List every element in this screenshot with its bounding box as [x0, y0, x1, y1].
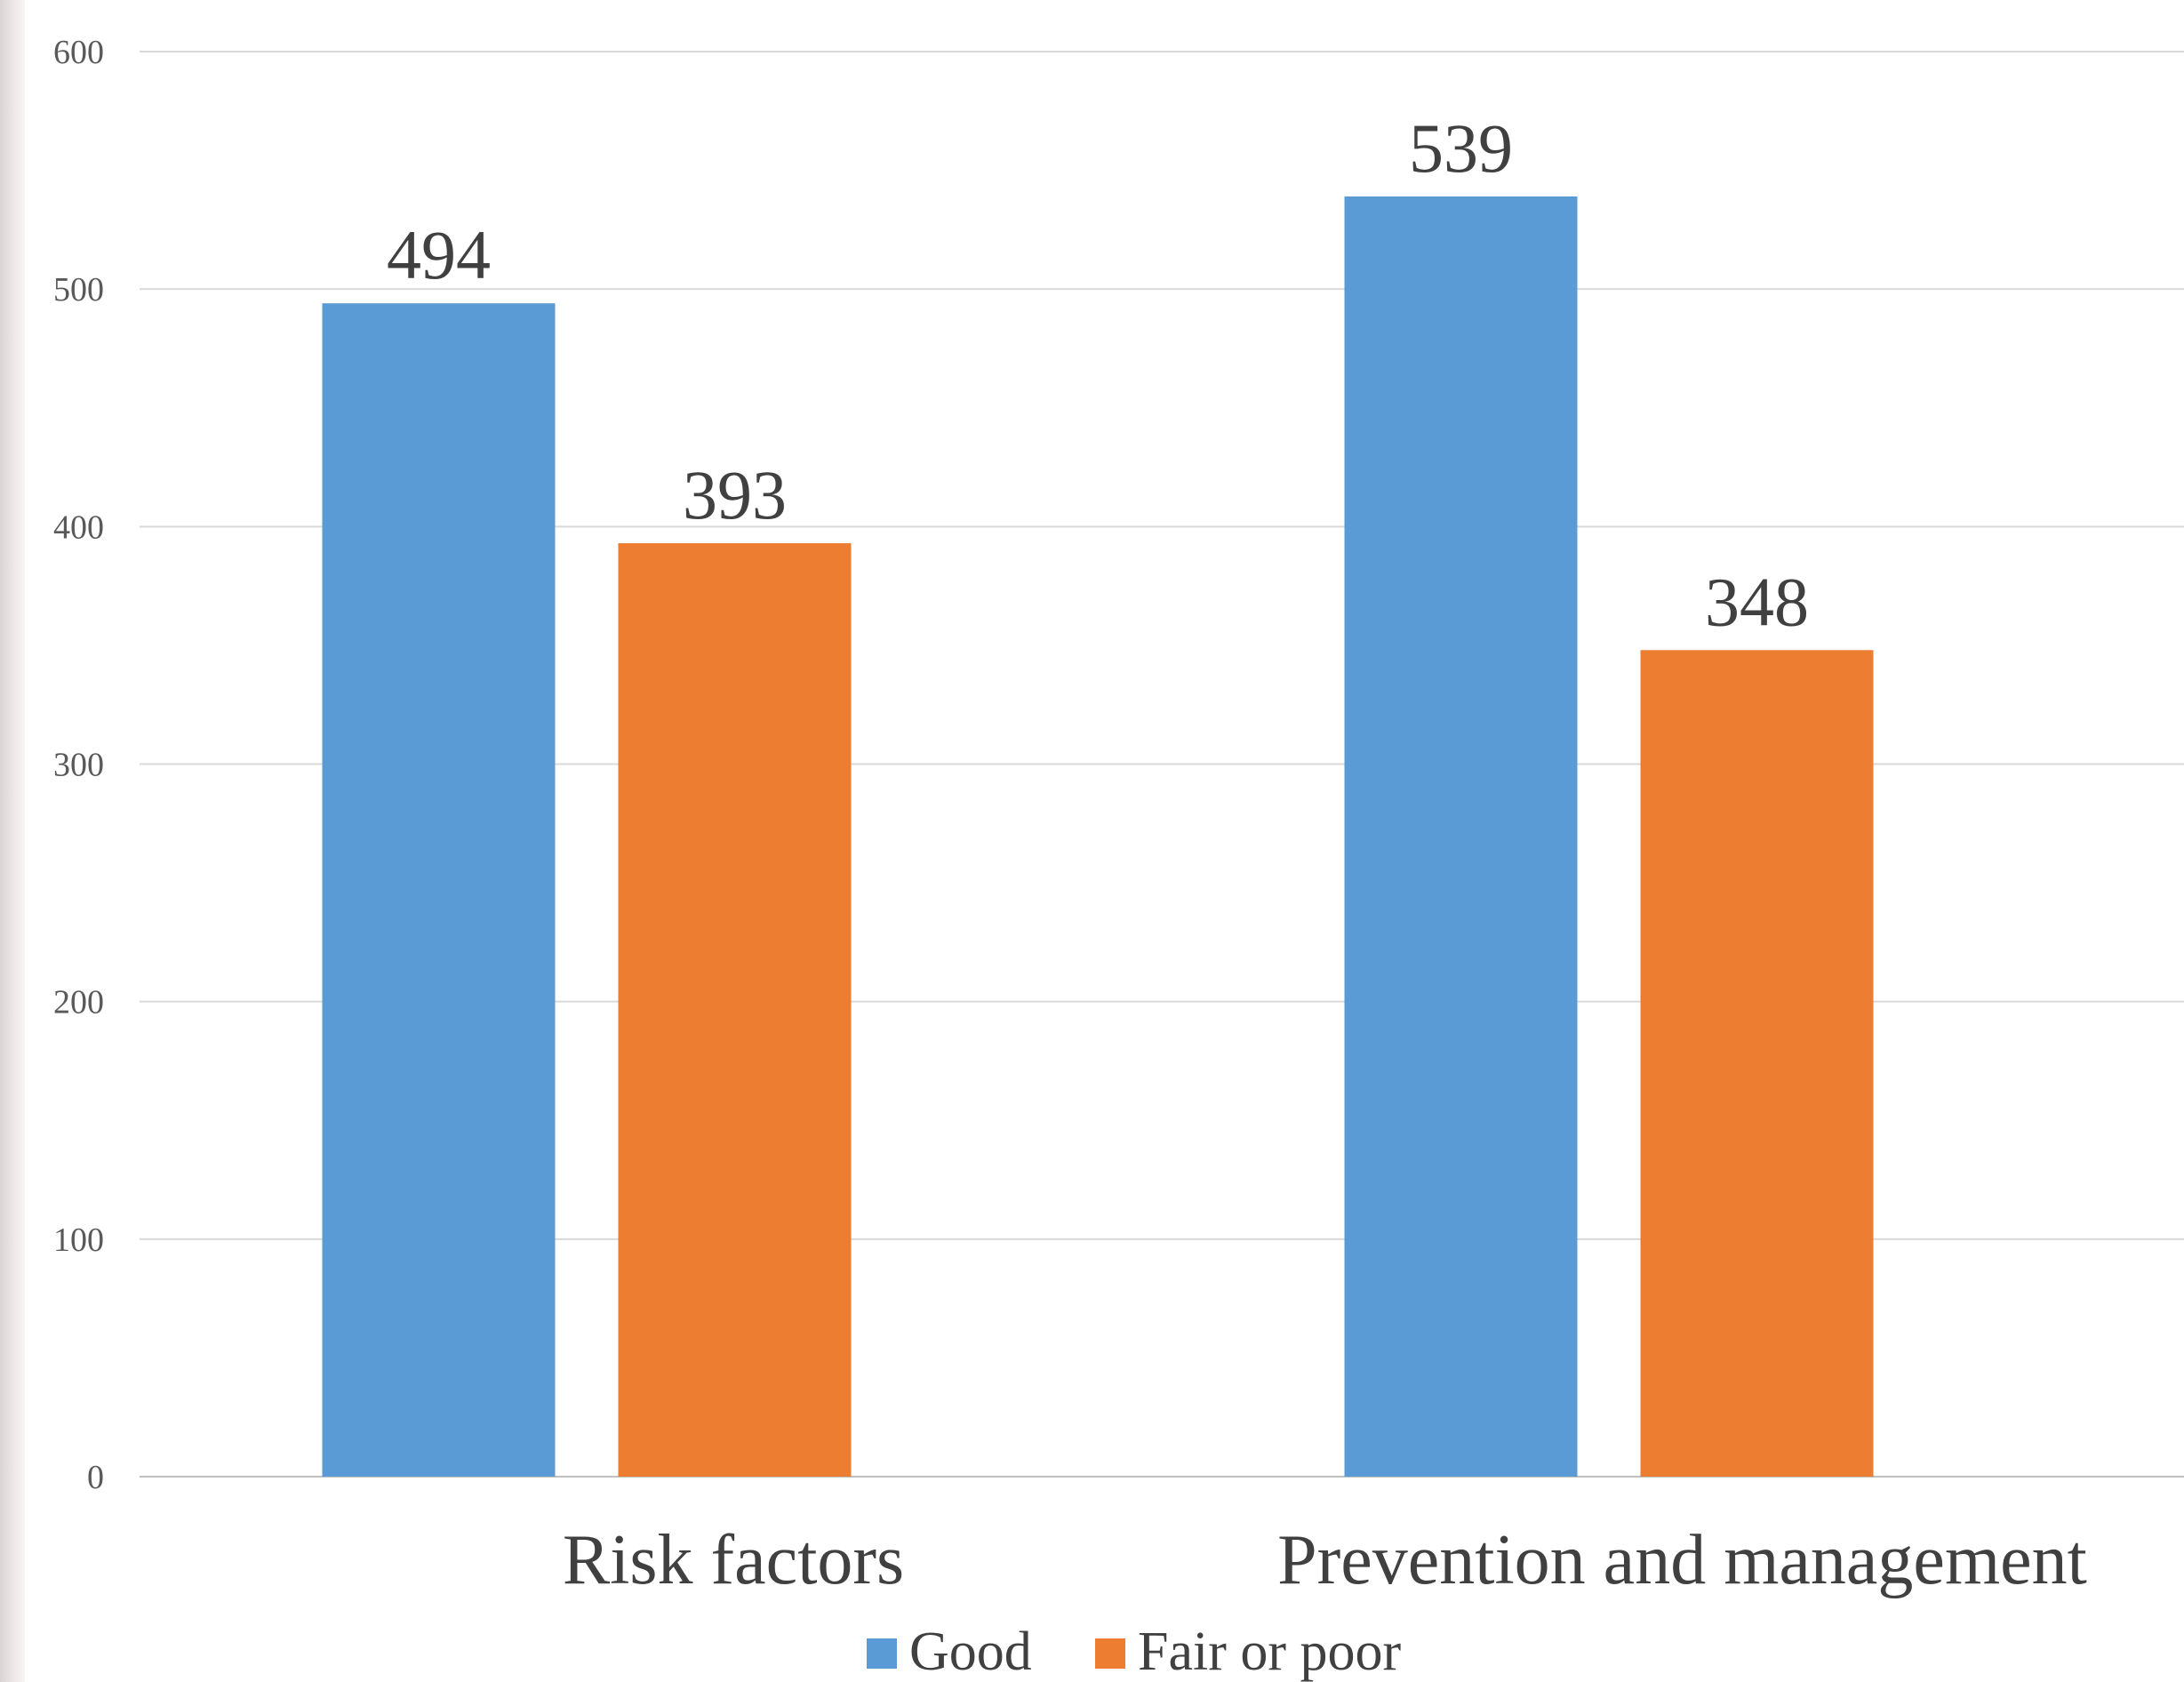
data-labels: 494 393 539 348	[387, 109, 1809, 640]
data-label: 348	[1705, 563, 1809, 640]
background-strip	[0, 0, 25, 1682]
bar-fair-or-poor	[1640, 650, 1874, 1477]
data-label: 393	[683, 456, 787, 533]
y-tick-label: 300	[53, 747, 104, 784]
legend-label: Good	[909, 1622, 1032, 1682]
legend-label: Fair or poor	[1138, 1622, 1402, 1682]
legend-swatch	[1095, 1638, 1125, 1669]
bar-good	[1344, 196, 1578, 1477]
bar-fair-or-poor	[618, 543, 852, 1478]
y-tick-label: 500	[53, 271, 104, 308]
category-label: Prevention and management	[1277, 1521, 2087, 1599]
x-axis-categories: Risk factors Prevention and management	[563, 1521, 2087, 1599]
y-tick-label: 0	[87, 1459, 104, 1496]
y-tick-label: 100	[53, 1221, 104, 1259]
category-label: Risk factors	[563, 1521, 904, 1599]
y-tick-label: 400	[53, 509, 104, 546]
y-tick-label: 600	[53, 34, 104, 71]
legend: Good Fair or poor	[867, 1622, 1402, 1682]
bar-good	[322, 303, 556, 1477]
y-axis-ticks: 0 100 200 300 400 500 600	[53, 34, 104, 1496]
legend-swatch	[867, 1638, 897, 1669]
bars	[322, 196, 1874, 1478]
data-label: 539	[1409, 109, 1513, 187]
y-tick-label: 200	[53, 984, 104, 1021]
data-label: 494	[387, 216, 491, 293]
